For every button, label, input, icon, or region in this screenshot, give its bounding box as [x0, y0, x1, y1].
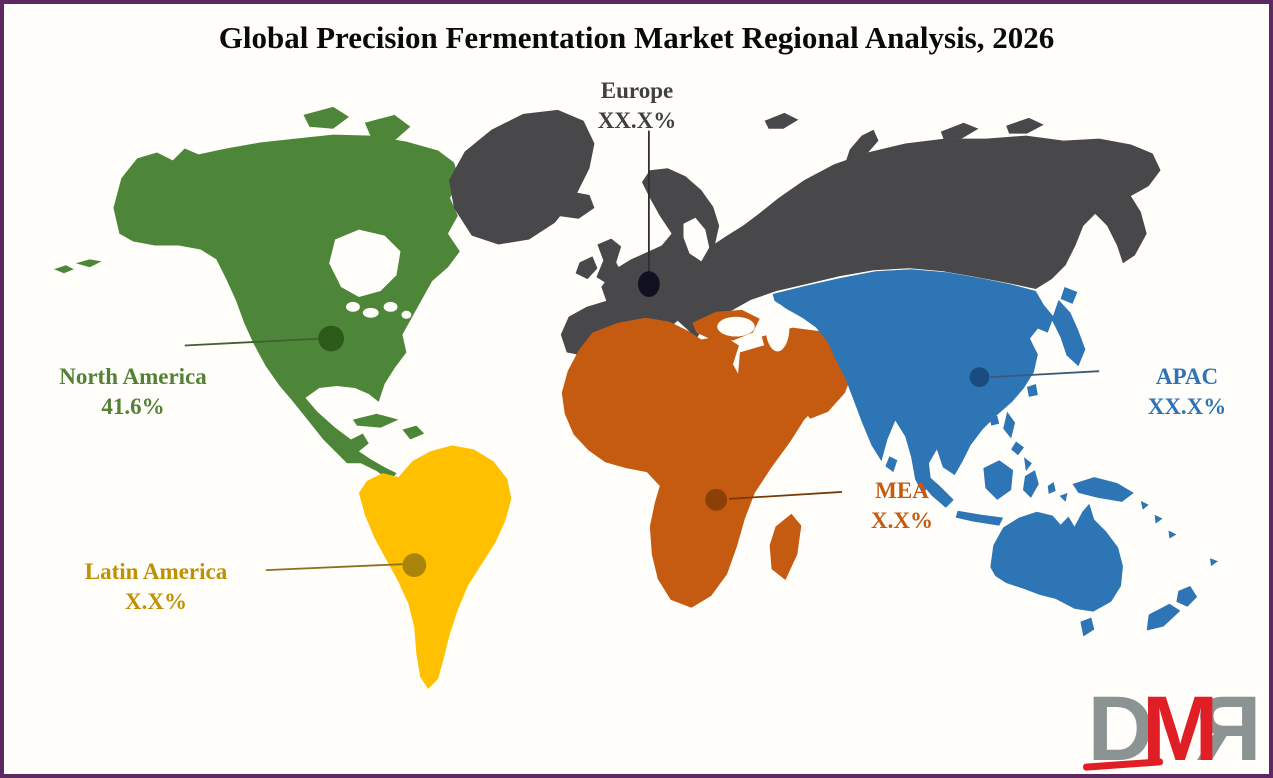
great-lake [383, 301, 398, 312]
hispaniola [402, 425, 425, 440]
new-zealand-south [1146, 603, 1181, 631]
leader-line-mea [728, 491, 842, 500]
label-apac-name: APAC [1155, 364, 1219, 389]
iran-plateau [761, 327, 855, 419]
caspian-sea [765, 303, 790, 352]
arctic-island [364, 114, 411, 141]
great-lake [401, 310, 412, 319]
philippines [1023, 457, 1032, 472]
north-america-mainland [113, 134, 460, 482]
arctic-island [357, 174, 399, 200]
svalbard [764, 112, 799, 129]
philippines [1003, 411, 1016, 439]
leader-line-apac [990, 370, 1100, 379]
solomon-island [1140, 500, 1149, 510]
label-apac-value: XX.X% [1147, 394, 1227, 419]
label-latin-america-name: Latin America [84, 559, 228, 584]
arctic-island [261, 160, 304, 189]
label-north-america-value: 41.6% [101, 394, 165, 419]
region-europe [448, 109, 1161, 357]
solomon-island [1154, 514, 1163, 524]
dot-europe [637, 271, 660, 297]
ireland [575, 256, 598, 280]
great-lake [346, 301, 360, 312]
sumatra [920, 472, 954, 508]
south-america [358, 445, 512, 689]
dmr-logo-letter-r: R [1206, 678, 1261, 778]
java [955, 510, 1004, 526]
region-mea [561, 309, 855, 608]
madagascar [769, 513, 802, 581]
region-apac [772, 269, 1218, 637]
great-lake [362, 307, 379, 318]
label-latin-america: Latin America X.X% [36, 557, 276, 617]
cuba [352, 413, 399, 428]
arctic-russia-island [1006, 117, 1044, 134]
eurasia-mainland [560, 135, 1161, 357]
label-mea-name: MEA [875, 478, 929, 503]
label-europe-value: XX.X% [597, 108, 677, 133]
black-sea [717, 316, 755, 337]
dot-apac [969, 367, 990, 388]
tasmania [1080, 617, 1095, 637]
japan [1051, 299, 1086, 367]
moluccas [1047, 482, 1056, 494]
water-overlays [329, 217, 790, 352]
label-mea: MEA X.X% [782, 476, 1022, 536]
dot-latin-america [402, 553, 427, 578]
solomon-island [1168, 530, 1177, 539]
arctic-island [420, 154, 454, 179]
novaya-zemlya [842, 129, 879, 172]
label-north-america-name: North America [59, 364, 207, 389]
iceland [549, 191, 595, 219]
hokkaido [1060, 287, 1078, 304]
taiwan [1026, 384, 1038, 397]
arctic-island [313, 144, 355, 169]
region-north-america [54, 106, 460, 482]
dmr-logo: DMR [1083, 678, 1261, 778]
australia [990, 503, 1123, 612]
new-zealand-north [1176, 585, 1198, 607]
label-europe: Europe XX.X% [517, 76, 757, 136]
aleutian-island [54, 265, 74, 274]
dmr-logo-letter-m: M [1141, 678, 1219, 778]
label-europe-name: Europe [600, 78, 674, 103]
label-north-america: North America 41.6% [13, 362, 253, 422]
label-apac: APAC XX.X% [1067, 362, 1269, 422]
arctic-island [303, 106, 349, 129]
label-mea-value: X.X% [871, 508, 933, 533]
aleutian-island [75, 259, 102, 268]
hudson-bay [329, 229, 401, 297]
label-latin-america-value: X.X% [125, 589, 187, 614]
leader-line-north-america [184, 337, 324, 347]
borneo [983, 460, 1014, 500]
sri-lanka [885, 456, 898, 473]
sulawesi [1022, 470, 1039, 498]
region-latin-america [358, 445, 512, 689]
page-title: Global Precision Fermentation Market Reg… [218, 20, 1055, 55]
asia-mainland [772, 269, 1054, 495]
hainan [989, 415, 1000, 426]
fiji [1210, 558, 1218, 567]
moluccas [1059, 492, 1068, 502]
dot-north-america [318, 325, 345, 352]
philippines [1011, 441, 1024, 456]
dot-mea [705, 488, 728, 511]
callouts [184, 130, 1100, 578]
leader-line-latin-america [265, 563, 403, 572]
baltic-sea [683, 217, 710, 262]
new-guinea [1072, 477, 1134, 502]
world-map [54, 106, 1218, 689]
arctic-russia-island [940, 122, 979, 140]
